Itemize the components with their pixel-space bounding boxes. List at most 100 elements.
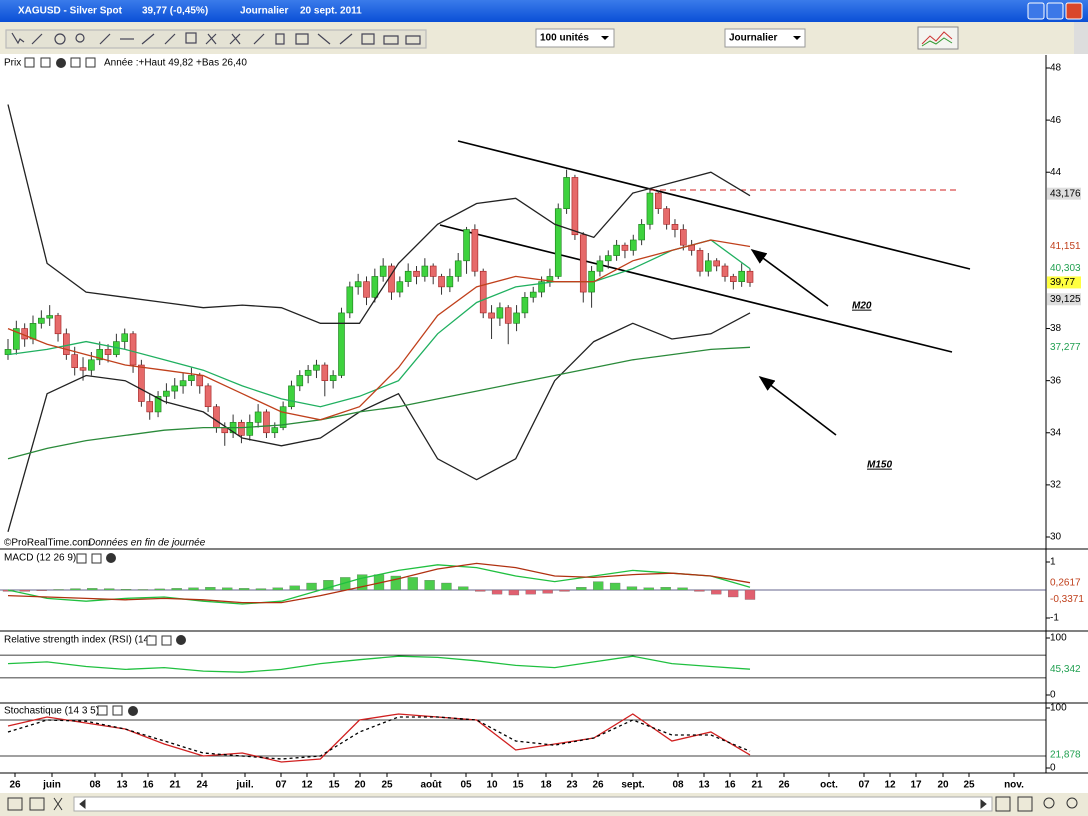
histogram-bar: [458, 586, 469, 591]
candle-body: [304, 369, 312, 376]
candle-body: [596, 260, 604, 272]
date-label: 24: [196, 780, 208, 791]
panel-icons[interactable]: [24, 57, 96, 68]
value-label-bg: [1047, 341, 1081, 354]
title-bar: [0, 0, 1088, 22]
indicator-line: [7, 104, 751, 324]
histogram-bar: [593, 581, 604, 591]
candle-body: [63, 333, 70, 355]
histogram-bar: [19, 589, 31, 592]
window-price: 39,77 (-0,45%): [142, 6, 208, 17]
candle-body: [329, 375, 337, 381]
indicator-line: [7, 239, 751, 408]
indicator-line: [7, 312, 751, 532]
window-period: Journalier: [240, 6, 288, 17]
y-tick-label: -1: [1050, 613, 1059, 624]
candle-body: [429, 265, 437, 277]
histogram-bar: [356, 574, 368, 591]
date-label: 15: [328, 780, 340, 791]
units-dropdown[interactable]: [535, 28, 615, 48]
histogram-bar: [87, 588, 98, 591]
candle-body: [521, 296, 529, 314]
value-label-bg: [1047, 262, 1081, 275]
candle-body: [163, 390, 170, 397]
scroll-handle[interactable]: [1074, 22, 1088, 54]
y-tick-label: 36: [1050, 375, 1062, 386]
window-buttons[interactable]: [1027, 2, 1083, 20]
value-label-bg: [1047, 663, 1081, 676]
panel-frames: [0, 55, 1088, 774]
candle-body: [446, 276, 454, 288]
candle-body: [488, 312, 495, 319]
candle-body: [354, 281, 362, 288]
value-label-bg: [1047, 240, 1081, 253]
y-tick-label: 44: [1050, 167, 1062, 178]
candle-body: [413, 270, 420, 277]
date-label: 05: [460, 780, 472, 791]
histogram-bar: [508, 589, 520, 596]
candle-body: [29, 323, 37, 340]
candle-body: [746, 270, 754, 283]
value-label: 43,176: [1050, 188, 1081, 199]
date-label: 08: [89, 780, 101, 791]
date-label: 07: [858, 780, 870, 791]
date-label: 12: [884, 780, 896, 791]
histogram-bar: [171, 588, 182, 591]
candle-body: [96, 349, 104, 361]
value-label-bg: [1047, 593, 1081, 606]
date-label: 26: [592, 780, 604, 791]
candle-body: [321, 364, 329, 381]
value-label-bg: [1047, 187, 1081, 200]
date-label: 10: [486, 780, 498, 791]
candle-body: [279, 406, 287, 428]
histogram-bar: [222, 587, 233, 591]
copyright: ©ProRealTime.com: [4, 538, 91, 549]
candle-body: [638, 224, 645, 241]
candle-body: [188, 375, 195, 381]
candle-body: [554, 208, 562, 277]
date-label: 12: [301, 780, 313, 791]
histogram-bar: [711, 589, 722, 595]
candle-body: [204, 385, 212, 408]
histogram-bar: [643, 587, 654, 591]
annotation: M20: [852, 301, 872, 312]
histogram-bar: [525, 589, 536, 595]
value-label: 37,277: [1050, 342, 1081, 353]
indicator-line: [7, 562, 751, 604]
candle-body: [646, 192, 654, 225]
candle-body: [338, 312, 345, 376]
y-tick-label: 38: [1050, 323, 1062, 334]
bottom-icons[interactable]: [7, 796, 1078, 812]
chart-style-button[interactable]: [917, 26, 959, 50]
data-note: Données en fin de journée: [88, 538, 206, 549]
histogram-bar: [424, 580, 435, 591]
histogram-bar: [727, 589, 739, 598]
date-label: 15: [512, 780, 524, 791]
panel-icons[interactable]: [76, 553, 186, 716]
value-label: 41,151: [1050, 241, 1081, 252]
units-value: 100 unités: [540, 33, 589, 44]
candle-body: [171, 385, 179, 392]
date-label: 08: [672, 780, 684, 791]
y-tick-label: 48: [1050, 63, 1062, 74]
histogram-bar: [744, 589, 756, 600]
candle-body: [46, 315, 53, 319]
candle-body: [88, 359, 95, 371]
y-tick-label: 30: [1050, 532, 1062, 543]
candle-body: [371, 276, 379, 298]
candle-body: [146, 401, 154, 413]
tool-icons[interactable]: [5, 29, 427, 49]
candle-body: [571, 177, 579, 236]
period-dropdown[interactable]: [724, 28, 806, 48]
date-label: 23: [566, 780, 578, 791]
date-label: 25: [381, 780, 393, 791]
histogram-bar: [576, 587, 587, 591]
candle-body: [104, 349, 112, 355]
date-label: juil.: [235, 780, 253, 791]
candle-body: [154, 395, 162, 413]
candle-body: [71, 354, 78, 368]
y-tick-label: 32: [1050, 480, 1062, 491]
y-tick-label: 46: [1050, 115, 1062, 126]
candle-body: [463, 229, 470, 262]
